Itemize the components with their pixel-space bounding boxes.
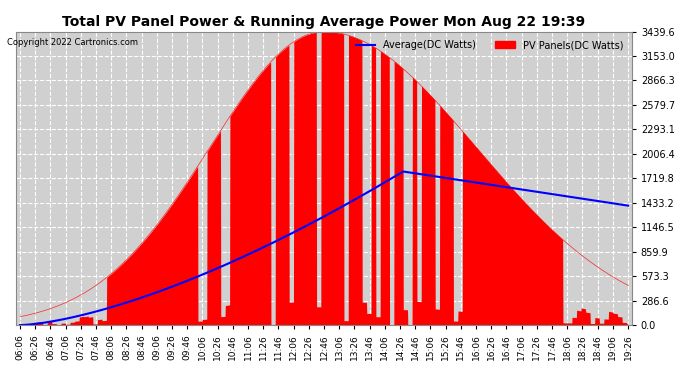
Text: Copyright 2022 Cartronics.com: Copyright 2022 Cartronics.com <box>7 38 138 47</box>
Title: Total PV Panel Power & Running Average Power Mon Aug 22 19:39: Total PV Panel Power & Running Average P… <box>63 15 586 29</box>
Legend: Average(DC Watts), PV Panels(DC Watts): Average(DC Watts), PV Panels(DC Watts) <box>352 36 627 54</box>
